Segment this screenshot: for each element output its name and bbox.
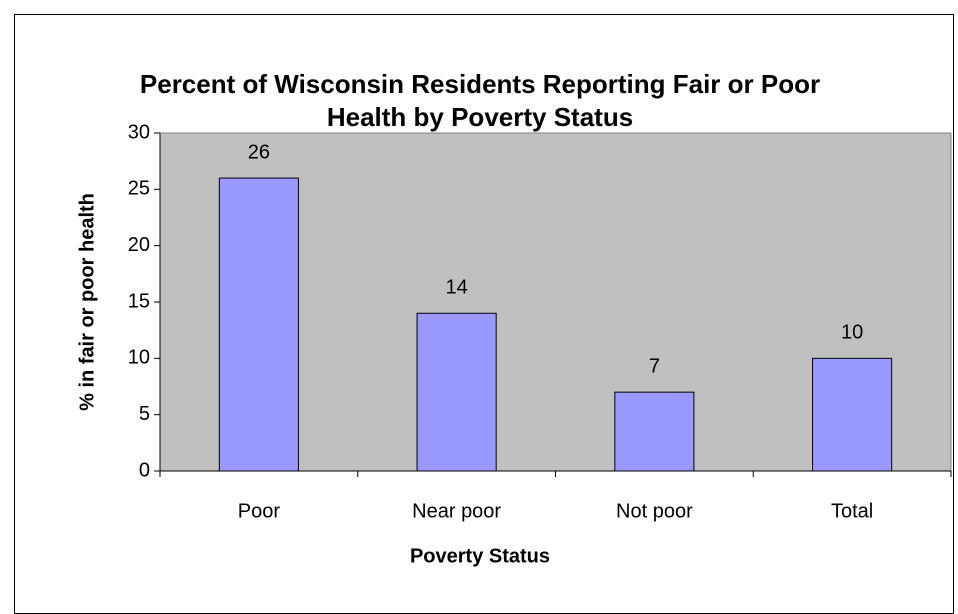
data-label: 10	[841, 322, 863, 344]
data-label: 14	[446, 277, 468, 299]
x-axis-title: Poverty Status	[410, 545, 550, 567]
y-axis-title: % in fair or poor health	[76, 193, 98, 411]
chart-title: Percent of Wisconsin Residents Reporting…	[139, 69, 821, 132]
data-label: 7	[649, 355, 660, 377]
chart: Poverty Status % in fair or poor health …	[76, 121, 952, 567]
y-tick-label: 30	[128, 121, 150, 143]
x-tick-label: Poor	[238, 500, 281, 522]
y-tick-label: 10	[128, 347, 150, 369]
x-tick-label: Not poor	[616, 500, 693, 522]
y-tick-label: 0	[139, 459, 150, 481]
x-tick-label: Total	[831, 500, 873, 522]
bar	[416, 312, 497, 472]
bar	[218, 177, 299, 472]
page: Percent of Wisconsin Residents Reporting…	[14, 14, 954, 614]
bar	[614, 391, 695, 472]
y-tick-label: 15	[128, 290, 150, 312]
y-tick-label: 25	[128, 178, 150, 200]
bar	[812, 357, 893, 472]
y-tick-label: 20	[128, 234, 150, 256]
data-label: 26	[248, 141, 270, 163]
y-tick-label: 5	[139, 403, 150, 425]
x-tick-label: Near poor	[412, 500, 501, 522]
